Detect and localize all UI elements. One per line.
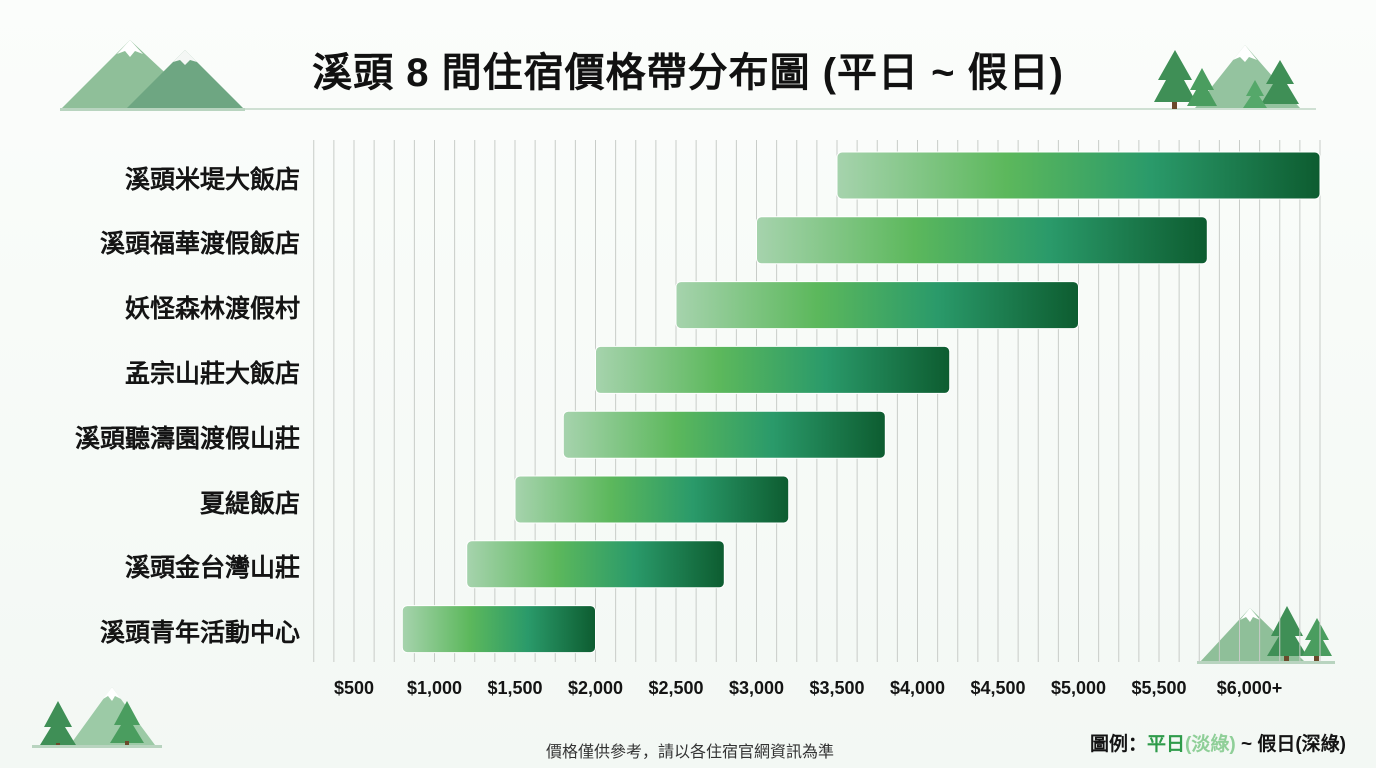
price-range-bar xyxy=(675,281,1079,330)
price-range-bar xyxy=(514,475,790,524)
x-tick-label: $5,500 xyxy=(1131,678,1187,698)
x-tick-label: $1,500 xyxy=(487,678,543,698)
hotel-name-label: 溪頭金台灣山莊 xyxy=(124,554,300,583)
hotel-name-label: 孟宗山莊大飯店 xyxy=(124,359,300,388)
x-tick-label: $1,000 xyxy=(406,678,463,698)
x-tick-label: $5,000 xyxy=(1050,678,1107,698)
x-tick-label: $3,000 xyxy=(728,678,785,698)
hotel-name-label: 溪頭福華渡假飯店 xyxy=(99,230,300,259)
hotel-name-label: 溪頭青年活動中心 xyxy=(99,619,300,648)
chart-title: 溪頭 8 間住宿價格帶分布圖 (平日 ~ 假日) xyxy=(312,51,1064,95)
mountain-trees-illustration-bottom-left xyxy=(32,687,162,748)
mountain-illustration-top-left xyxy=(60,40,245,111)
x-tick-label: $4,000 xyxy=(889,678,946,698)
x-tick-label: $2,500 xyxy=(648,678,704,698)
chart-bars xyxy=(401,151,1321,654)
legend: 圖例：平日(淡綠) ~ 假日(深綠) xyxy=(1036,729,1346,756)
price-range-bar xyxy=(562,410,886,459)
legend-prefix: 圖例： xyxy=(1089,734,1147,755)
hotel-name-label: 夏緹飯店 xyxy=(199,489,300,518)
legend-weekday-note: (淡綠) xyxy=(1185,734,1236,755)
hotel-name-label: 溪頭米堤大飯店 xyxy=(124,165,300,194)
title-divider xyxy=(60,108,1316,110)
hotel-name-label: 溪頭聽濤園渡假山莊 xyxy=(74,424,300,453)
mountain-trees-illustration-bottom-right xyxy=(1197,606,1335,664)
x-tick-label: $6,000+ xyxy=(1216,678,1283,698)
mountain-trees-illustration-top-right xyxy=(1154,45,1300,109)
price-range-bar xyxy=(836,151,1321,200)
price-range-bar xyxy=(401,605,596,654)
x-tick-label: $2,000 xyxy=(567,678,624,698)
legend-weekday: 平日 xyxy=(1147,734,1186,755)
x-tick-label: $3,500 xyxy=(809,678,865,698)
hotel-name-label: 妖怪森林渡假村 xyxy=(124,295,300,324)
x-tick-label: $4,500 xyxy=(970,678,1026,698)
price-disclaimer: 價格僅供參考，請以各住宿官網資訊為準 xyxy=(545,744,834,761)
price-range-bar xyxy=(466,540,725,589)
legend-weekend: 假日 xyxy=(1257,734,1296,755)
legend-weekend-note: (深綠) xyxy=(1295,734,1346,755)
x-tick-label: $500 xyxy=(333,678,375,698)
legend-separator: ~ xyxy=(1235,734,1258,755)
price-range-bar xyxy=(756,216,1208,265)
price-range-bar xyxy=(595,345,951,394)
